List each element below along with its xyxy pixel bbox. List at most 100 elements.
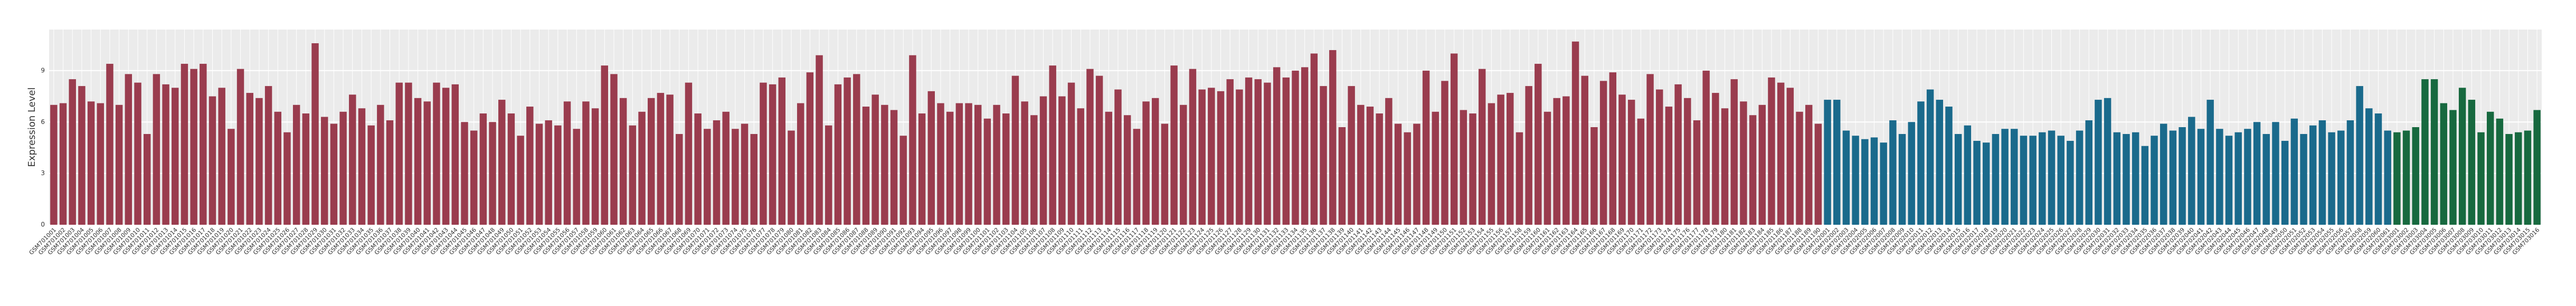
bar [1049, 65, 1056, 225]
bar [433, 82, 440, 225]
bar [1114, 89, 1122, 225]
bar [461, 122, 468, 225]
bar [816, 55, 823, 225]
bar [1908, 122, 1915, 225]
bar [283, 132, 291, 225]
bar [172, 88, 179, 225]
bar [797, 103, 804, 225]
bar [2356, 86, 2363, 225]
bar [937, 103, 944, 225]
bar [2318, 120, 2326, 225]
bar [106, 63, 113, 225]
bar [1338, 127, 1346, 225]
y-tick-label: 9 [41, 66, 45, 74]
bar [1954, 133, 1962, 225]
bar [320, 117, 328, 225]
bar [2440, 103, 2448, 225]
bar [1058, 96, 1066, 225]
y-tick-label: 3 [41, 169, 45, 177]
bar [535, 123, 543, 225]
bar [1348, 86, 1355, 225]
bar [255, 98, 263, 225]
bar [1507, 93, 1514, 225]
bar [2011, 129, 2018, 225]
bar [1357, 104, 1365, 225]
bar [97, 103, 104, 225]
bar [2346, 120, 2354, 225]
bar [1123, 115, 1131, 225]
bar [1497, 94, 1504, 225]
bar [2132, 132, 2139, 225]
bar [1693, 120, 1701, 225]
bar [1189, 69, 1197, 225]
bar [2206, 100, 2214, 225]
bar [1030, 115, 1038, 225]
bar [788, 130, 795, 225]
bar [1151, 98, 1159, 225]
y-axis-title: Expression Level [26, 88, 37, 167]
bar [2057, 136, 2064, 225]
bar [1543, 111, 1551, 225]
bar [181, 63, 188, 225]
y-tick-label: 6 [41, 118, 45, 126]
bar [1310, 53, 1318, 225]
bar [59, 103, 67, 225]
bar [1646, 74, 1654, 225]
bar [349, 94, 356, 225]
bar [1133, 129, 1141, 225]
bar [2477, 132, 2485, 225]
bar [713, 120, 721, 225]
bar [545, 120, 552, 225]
bar [974, 104, 982, 225]
bar [69, 79, 76, 225]
bar [2179, 127, 2186, 225]
bar [1833, 100, 1841, 225]
bar [2365, 108, 2373, 225]
bar [2085, 120, 2092, 225]
bar [1385, 98, 1393, 225]
bar [1198, 89, 1206, 225]
bar [834, 84, 842, 225]
bar [2039, 132, 2046, 225]
bar [862, 107, 870, 225]
bar [573, 129, 580, 225]
bar [405, 82, 412, 225]
bar [1422, 70, 1430, 225]
bar [1478, 69, 1486, 225]
bar [274, 111, 282, 225]
bar [1889, 120, 1897, 225]
bar [2104, 98, 2111, 225]
bar [2225, 136, 2233, 225]
bar [1656, 89, 1663, 225]
bar [2290, 118, 2298, 225]
bar [1441, 81, 1448, 225]
bar [1786, 88, 1794, 225]
bar [769, 84, 776, 225]
bar [1432, 111, 1439, 225]
bar [1273, 67, 1281, 225]
bar [722, 111, 730, 225]
bar [2067, 140, 2074, 225]
bar [1095, 75, 1103, 225]
bar [1254, 79, 1262, 225]
bar [2169, 130, 2177, 225]
bar [610, 74, 618, 225]
bar [1861, 139, 1869, 225]
bar [1077, 108, 1084, 225]
bar [1469, 113, 1476, 225]
bar [1721, 108, 1729, 225]
bar [377, 104, 384, 225]
bar [806, 72, 814, 225]
bar [2449, 110, 2457, 225]
bar [1320, 86, 1327, 225]
bar [1245, 77, 1253, 225]
bar [694, 113, 702, 225]
bar [2496, 118, 2504, 225]
bar [1964, 125, 1972, 225]
bar [134, 82, 141, 225]
bar [1805, 104, 1813, 225]
bar [153, 74, 160, 225]
bar [50, 104, 58, 225]
